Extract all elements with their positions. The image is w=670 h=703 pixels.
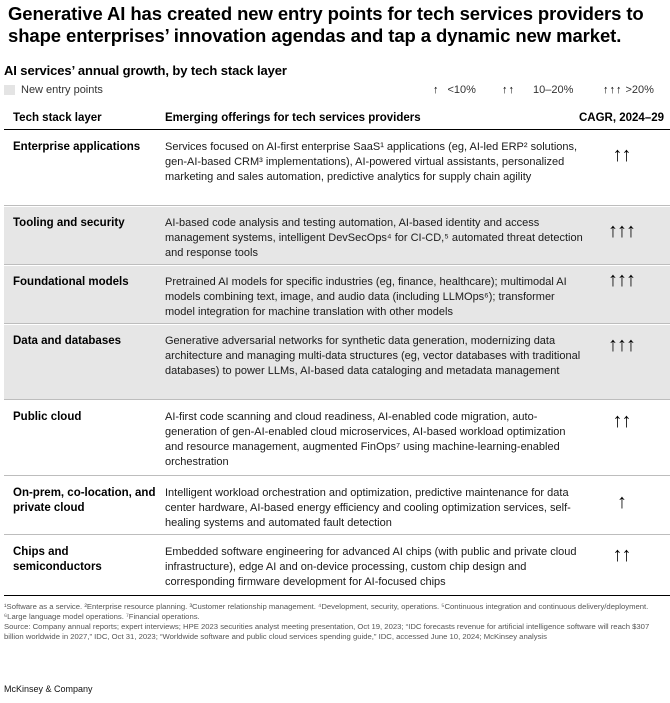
up-arrow-icon: ↑ [617, 491, 627, 513]
legend-mid: ↑↑ 10–20% [502, 84, 573, 96]
row-layer: Chips and semiconductors [13, 546, 102, 573]
header-cagr: CAGR, 2024–29 [579, 112, 665, 124]
up-arrow-icon: ↑↑ [612, 144, 632, 166]
row-layer: On-prem, co-location, and private cloud [13, 487, 156, 514]
header-layer: Tech stack layer [13, 112, 102, 124]
brand-logo: McKinsey & Company [4, 684, 93, 694]
page-title: Generative AI has created new entry poin… [8, 3, 644, 46]
row-offerings: AI-first code scanning and cloud readine… [165, 411, 566, 468]
footnote-definitions: ¹Software as a service. ²Enterprise reso… [4, 602, 649, 621]
header-offerings: Emerging offerings for tech services pro… [165, 112, 421, 124]
row-layer: Enterprise applications [13, 141, 141, 153]
up-arrow-icon: ↑↑ [502, 84, 515, 96]
row-layer: Data and databases [13, 335, 122, 347]
row-offerings: Services focused on AI-first enterprise … [165, 141, 578, 183]
up-arrow-icon: ↑↑ [612, 544, 632, 566]
table-row: Chips and semiconductors Embedded softwa… [4, 536, 670, 596]
up-arrow-icon: ↑↑↑ [603, 84, 623, 96]
footnote-source: Source: Company annual reports; expert i… [4, 622, 650, 641]
row-layer: Foundational models [13, 276, 129, 288]
legend-low-label: <10% [447, 84, 476, 96]
row-offerings: Generative adversarial networks for synt… [165, 335, 581, 377]
table-row: Tooling and security AI-based code analy… [4, 207, 670, 265]
chart-subtitle: AI services’ annual growth, by tech stac… [4, 63, 287, 78]
row-layer: Tooling and security [13, 217, 125, 229]
table-row: Data and databases Generative adversaria… [4, 325, 670, 400]
legend-low: ↑ <10% [433, 84, 476, 96]
legend-high-label: >20% [625, 84, 654, 96]
legend-high: ↑↑↑ >20% [603, 84, 654, 96]
footnotes: ¹Software as a service. ²Enterprise reso… [4, 602, 666, 642]
up-arrow-icon: ↑ [433, 84, 440, 96]
row-offerings: Embedded software engineering for advanc… [165, 546, 577, 588]
legend-swatch [4, 85, 15, 95]
row-offerings: AI-based code analysis and testing autom… [165, 217, 583, 259]
table-row: Foundational models Pretrained AI models… [4, 266, 670, 324]
row-offerings: Pretrained AI models for specific indust… [165, 276, 567, 318]
legend-mid-label: 10–20% [533, 84, 574, 96]
table-row: Public cloud AI-first code scanning and … [4, 401, 670, 476]
up-arrow-icon: ↑↑↑ [608, 220, 636, 242]
row-offerings: Intelligent workload orchestration and o… [165, 487, 571, 529]
table-row: On-prem, co-location, and private cloud … [4, 477, 670, 535]
legend-new-entry: New entry points [4, 84, 103, 96]
up-arrow-icon: ↑↑ [612, 410, 632, 432]
up-arrow-icon: ↑↑↑ [608, 334, 636, 356]
table-header: Tech stack layer Emerging offerings for … [4, 106, 670, 130]
legend-new-entry-label: New entry points [21, 84, 103, 96]
row-layer: Public cloud [13, 411, 82, 423]
up-arrow-icon: ↑↑↑ [608, 269, 636, 291]
table-row: Enterprise applications Services focused… [4, 131, 670, 206]
